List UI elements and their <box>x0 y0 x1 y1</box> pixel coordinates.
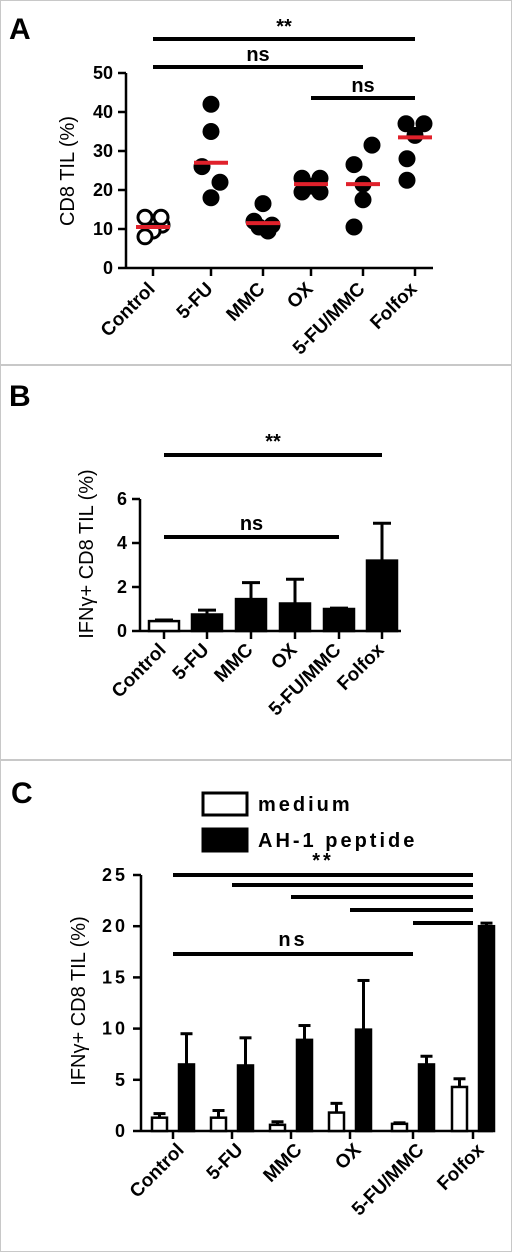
data-point-5-fu-mmc <box>354 191 372 209</box>
x-tick-label: Control <box>126 1140 189 1203</box>
x-tick-label: Control <box>108 640 171 703</box>
bar-medium-ox <box>327 1111 346 1133</box>
significance-label: ** <box>265 431 281 453</box>
bar-mmc <box>234 597 268 633</box>
y-tick-label: 50 <box>93 63 113 83</box>
legend-swatch-medium <box>201 791 249 817</box>
legend: medium AH-1 peptide <box>201 791 417 853</box>
panel-label: A <box>9 13 31 46</box>
panel-a: A 0 10 20 30 40 50 Control 5-FU MMC OX 5-FU/MMC Folf… <box>0 0 512 365</box>
bar-5-fu-mmc <box>322 607 356 633</box>
significance-label: ns <box>246 44 269 66</box>
panel-c: C 0 5 10 15 20 25 Control 5-FU MMC OX 5-FU/MMC Folfo… <box>0 760 512 1252</box>
data-point-folfox <box>398 150 416 168</box>
y-tick-label: 6 <box>117 489 127 509</box>
data-point-control <box>136 208 154 226</box>
y-tick-label: 0 <box>103 258 113 278</box>
y-tick-label: 2 <box>117 577 127 597</box>
bar-medium-mmc <box>268 1123 287 1133</box>
x-tick-label: Control <box>97 279 160 342</box>
significance-label: ns <box>240 513 263 535</box>
legend-label-medium: medium <box>258 794 353 816</box>
bar-medium-folfox <box>450 1085 469 1133</box>
bar-medium-5-fu-mmc <box>390 1122 409 1133</box>
panel-label: B <box>9 380 31 413</box>
y-tick-label: 5 <box>115 1070 128 1090</box>
x-tick-label: MMC <box>260 1139 307 1186</box>
significance-label: ns <box>351 75 374 97</box>
data-point-folfox <box>397 115 415 133</box>
data-point-5-fu-mmc <box>345 218 363 236</box>
x-tick-label: MMC <box>223 278 270 325</box>
data-point-control <box>152 208 170 226</box>
bar-ah-1-peptide-mmc <box>295 1038 314 1133</box>
legend-label-ah-1-peptide: AH-1 peptide <box>258 830 417 852</box>
bar-ox <box>278 602 312 633</box>
y-tick-label: 0 <box>115 1121 128 1141</box>
bar-medium-5-fu <box>209 1116 228 1133</box>
data-point-mmc <box>254 195 272 213</box>
y-tick-label: 15 <box>102 967 128 987</box>
data-point-ox <box>311 183 329 201</box>
x-tick-label: OX <box>283 278 317 312</box>
significance-label: ** <box>276 16 292 38</box>
bar-5-fu <box>190 613 224 633</box>
bar-ah-1-peptide-ox <box>354 1028 373 1133</box>
y-tick-label: 25 <box>102 865 128 885</box>
x-tick-label: MMC <box>211 639 258 686</box>
y-tick-label: 20 <box>102 916 128 936</box>
data-point-5-fu-mmc <box>363 136 381 154</box>
y-axis-label: CD8 TIL (%) <box>57 116 79 226</box>
x-tick-label: Folfox <box>433 1139 488 1194</box>
data-point-5-fu-mmc <box>345 156 363 174</box>
significance-label: ns <box>278 929 307 951</box>
data-point-5-fu <box>202 123 220 140</box>
bar-folfox <box>365 559 399 633</box>
legend-swatch-ah-1-peptide <box>201 827 249 853</box>
y-tick-label: 20 <box>93 180 113 200</box>
x-tick-label: 5-FU <box>203 1140 248 1185</box>
bar-medium-control <box>150 1116 169 1133</box>
y-axis-label: IFNγ+ CD8 TIL (%) <box>76 469 98 638</box>
y-tick-label: 30 <box>93 141 113 161</box>
data-point-folfox <box>415 115 433 133</box>
data-point-control <box>136 228 154 246</box>
x-tick-label: Folfox <box>333 639 388 694</box>
bar-ah-1-peptide-5-fu-mmc <box>417 1063 436 1133</box>
y-tick-label: 0 <box>117 621 127 641</box>
y-tick-label: 4 <box>117 533 127 553</box>
significance-label: ** <box>312 850 334 872</box>
data-point-5-fu <box>211 173 229 191</box>
bar-ah-1-peptide-control <box>177 1063 196 1133</box>
y-tick-label: 40 <box>93 102 113 122</box>
data-point-5-fu <box>202 95 220 113</box>
x-tick-label: OX <box>331 1139 365 1173</box>
panel-label: C <box>11 777 33 810</box>
data-point-5-fu <box>202 189 220 207</box>
x-tick-label: OX <box>267 639 301 673</box>
y-axis-label: IFNγ+ CD8 TIL (%) <box>68 916 90 1085</box>
panel-b: B 0 2 4 6 Control 5-FU MMC OX 5-FU/MMC Folfox IFNγ+… <box>0 365 512 760</box>
data-point-mmc <box>259 222 277 240</box>
y-tick-label: 10 <box>93 219 113 239</box>
x-tick-label: 5-FU <box>169 640 214 685</box>
data-point-folfox <box>398 171 416 189</box>
x-tick-label: 5-FU <box>173 279 218 324</box>
x-tick-label: Folfox <box>366 278 421 333</box>
bar-ah-1-peptide-folfox <box>477 924 496 1133</box>
bar-ah-1-peptide-5-fu <box>236 1064 255 1133</box>
y-tick-label: 10 <box>102 1019 128 1039</box>
bar-control <box>147 619 181 633</box>
data-point-ox <box>293 183 311 201</box>
